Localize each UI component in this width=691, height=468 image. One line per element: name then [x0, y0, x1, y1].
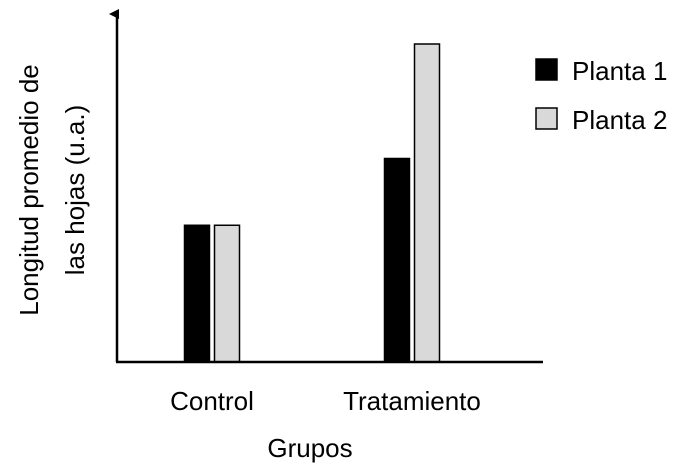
bar-control-planta-1 [183, 224, 211, 363]
legend-label-planta-2: Planta 2 [572, 105, 667, 135]
legend: Planta 1 Planta 2 [535, 56, 667, 135]
x-tick-label-control: Control [170, 386, 254, 416]
bars-group [183, 43, 441, 363]
bar-control-planta-2 [213, 224, 241, 363]
legend-item-planta-2: Planta 2 [535, 105, 667, 135]
bar-tratamiento-planta-2 [413, 43, 441, 363]
legend-label-planta-1: Planta 1 [572, 56, 667, 86]
legend-swatch-planta-2 [535, 107, 558, 130]
y-axis-label: Longitud promedio de las hojas (u.a.) [14, 64, 90, 316]
x-tick-labels: Control Tratamiento [170, 386, 481, 416]
y-axis-label-line-1: Longitud promedio de [14, 64, 44, 316]
legend-swatch-planta-1 [535, 58, 558, 81]
legend-item-planta-1: Planta 1 [535, 56, 667, 86]
bar-tratamiento-planta-1 [383, 157, 411, 363]
x-tick-label-tratamiento: Tratamiento [343, 386, 481, 416]
y-axis-label-line-2: las hojas (u.a.) [60, 105, 90, 276]
x-axis-label: Grupos [267, 433, 352, 463]
